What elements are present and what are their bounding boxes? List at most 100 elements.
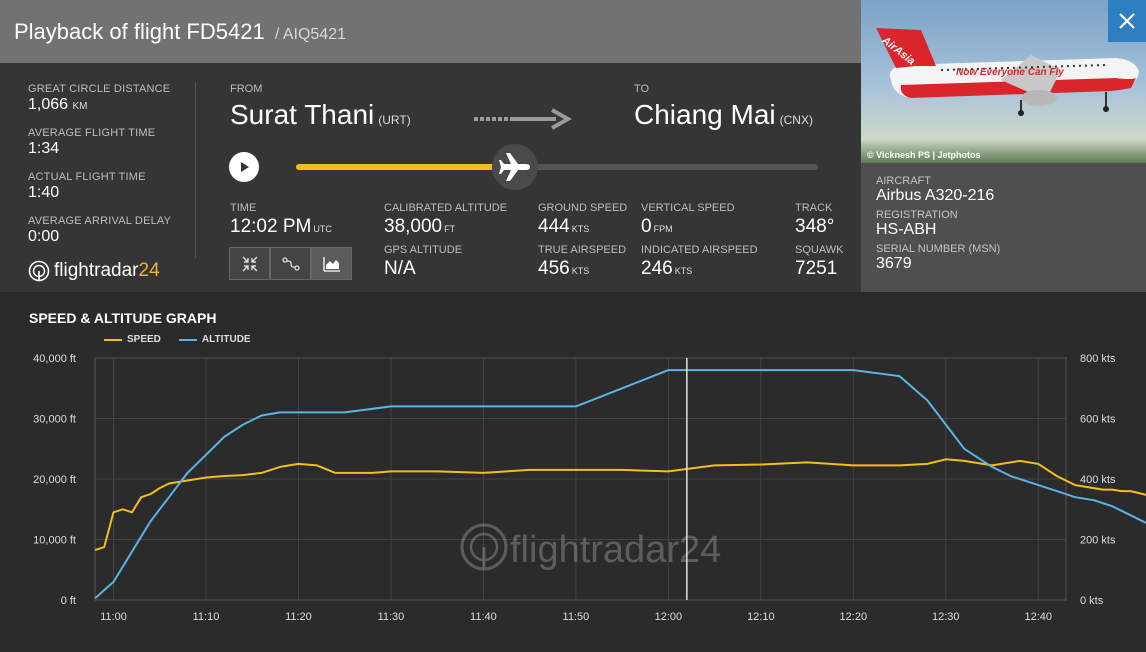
x-tick-label: 12:00 [655, 611, 683, 623]
route-from: FROM Surat Thani (URT) [230, 83, 411, 131]
radar-icon [28, 260, 50, 282]
metric-label: CALIBRATED ALTITUDE [384, 202, 508, 214]
metric-value: 0 FPM [641, 216, 735, 238]
x-tick-label: 12:30 [932, 611, 960, 623]
metric-unit: KTS [571, 266, 590, 276]
route-arrow-icon [474, 108, 572, 130]
metric-unit: KTS [674, 266, 693, 276]
stat-actual-flight-time: ACTUAL FLIGHT TIME 1:40 [28, 171, 188, 202]
route-path-icon [281, 256, 300, 271]
plot-area-border [94, 357, 1067, 601]
metric-value-number: 0 [641, 216, 652, 237]
logo-number: 24 [138, 260, 160, 281]
header-bar: Playback of flight FD5421 / AIQ5421 [0, 0, 861, 63]
origin-code: (URT) [378, 113, 411, 127]
metric-value: 7251 [795, 258, 838, 279]
aircraft-registration: REGISTRATION HS-ABH [876, 209, 1131, 239]
aircraft-serial-number: SERIAL NUMBER (MSN) 3679 [876, 243, 1131, 273]
x-tick-label: 11:10 [193, 611, 220, 623]
collapse-view-button[interactable] [229, 247, 270, 280]
flightradar-logo[interactable]: flightradar24 [28, 260, 160, 282]
route-view-button[interactable] [270, 247, 311, 280]
logo-main-text: flightradar [54, 260, 139, 281]
legend-label: SPEED [127, 334, 161, 345]
stat-label: GREAT CIRCLE DISTANCE [28, 83, 171, 95]
playback-handle[interactable] [492, 144, 539, 190]
photo-credit[interactable]: © Vicknesh PS | Jetphotos [867, 150, 981, 160]
origin-city-name: Surat Thani [230, 99, 375, 130]
destination-city: Chiang Mai (CNX) [634, 99, 813, 131]
aircraft-detail-label: REGISTRATION [876, 209, 958, 221]
metric-value: 38,000 FT [384, 216, 507, 238]
stat-distance: GREAT CIRCLE DISTANCE 1,066 KM [28, 83, 188, 114]
y-tick-label-right: 200 kts [1080, 535, 1116, 547]
metric-label: INDICATED AIRSPEED [641, 244, 758, 256]
livery-text: Now Everyone Can Fly [956, 67, 1064, 78]
metric-ground-speed: GROUND SPEED 444 KTS [538, 202, 627, 238]
graph-view-button[interactable] [311, 247, 352, 280]
stat-value: 1:40 [28, 184, 60, 201]
aircraft-detail-value: Airbus A320-216 [876, 187, 995, 204]
metric-true-airspeed: TRUE AIRSPEED 456 KTS [538, 244, 626, 280]
speed-altitude-graph: flightradar24 0 ft 0 kts 10,000 ft 200 kts 2… [0, 292, 1146, 652]
play-button[interactable] [229, 152, 259, 182]
metric-label: TRACK [795, 202, 833, 214]
metric-label: TRUE AIRSPEED [538, 244, 627, 256]
metric-label: VERTICAL SPEED [641, 202, 735, 214]
legend-label: ALTITUDE [201, 334, 251, 345]
y-tick-label-right: 0 kts [1080, 595, 1104, 607]
graph-canvas[interactable]: flightradar24 0 ft 0 kts 10,000 ft 200 kts 2… [0, 292, 1146, 652]
x-tick-label: 11:50 [563, 611, 590, 623]
stat-label: ACTUAL FLIGHT TIME [28, 171, 146, 183]
metric-label: TIME [230, 202, 257, 214]
stat-value: 1:34 [28, 140, 60, 157]
close-button[interactable] [1108, 0, 1146, 42]
metric-value: 246 KTS [641, 258, 758, 280]
legend-swatch [104, 338, 122, 341]
playback-timeline[interactable] [296, 164, 818, 170]
destination-city-name: Chiang Mai [634, 99, 776, 130]
stat-value: 1,066 KM [28, 96, 188, 114]
metric-gps-altitude: GPS ALTITUDE N/A [384, 244, 462, 280]
metric-calibrated-altitude: CALIBRATED ALTITUDE 38,000 FT [384, 202, 507, 238]
metric-vertical-speed: VERTICAL SPEED 0 FPM [641, 202, 735, 238]
to-label: TO [634, 83, 650, 95]
metric-label: SQUAWK [795, 244, 844, 256]
metric-value-number: 12:02 PM [230, 216, 312, 237]
y-tick-label-left: 10,000 ft [33, 535, 76, 547]
x-tick-label: 12:20 [840, 611, 868, 623]
airplane-icon [499, 153, 531, 181]
aircraft-detail-label: AIRCRAFT [876, 175, 931, 187]
stat-value: 0:00 [28, 228, 60, 245]
callsign-subtitle: / AIQ5421 [274, 26, 346, 43]
y-tick-label-right: 800 kts [1080, 353, 1116, 365]
metric-label: GROUND SPEED [538, 202, 628, 214]
divider [195, 83, 196, 258]
graph-watermark: flightradar24 [460, 523, 721, 571]
play-icon [241, 162, 249, 172]
aircraft-illustration [876, 28, 1139, 116]
aircraft-type: AIRCRAFT Airbus A320-216 [876, 175, 1131, 205]
metric-indicated-airspeed: INDICATED AIRSPEED 246 KTS [641, 244, 758, 280]
legend-speed[interactable]: SPEED [104, 334, 161, 345]
metric-squawk: SQUAWK 7251 [795, 244, 844, 280]
destination-code: (CNX) [779, 113, 813, 127]
logo-wordmark: flightradar24 [54, 260, 160, 282]
metric-value: 444 KTS [538, 216, 627, 238]
metric-value-number: 444 [538, 216, 570, 237]
stat-unit: KM [72, 101, 88, 112]
y-tick-label-left: 0 ft [61, 595, 76, 607]
series-line-speed [94, 458, 1146, 552]
aircraft-photo: © Vicknesh PS | Jetphotos Now Everyone C… [861, 0, 1146, 163]
metric-time: TIME 12:02 PM UTC [230, 202, 332, 238]
metric-value-number: 246 [641, 258, 673, 279]
x-tick-label: 11:20 [285, 611, 312, 623]
x-tick-label: 12:10 [747, 611, 775, 623]
y-tick-label-right: 400 kts [1080, 474, 1116, 486]
y-tick-label-left: 40,000 ft [33, 353, 76, 365]
y-tick-label-right: 600 kts [1080, 414, 1116, 426]
page-title: Playback of flight FD5421 / AIQ5421 [14, 19, 346, 45]
collapse-arrows-icon [242, 256, 257, 271]
legend-altitude[interactable]: ALTITUDE [178, 334, 251, 345]
flight-title: Playback of flight FD5421 [14, 19, 265, 44]
